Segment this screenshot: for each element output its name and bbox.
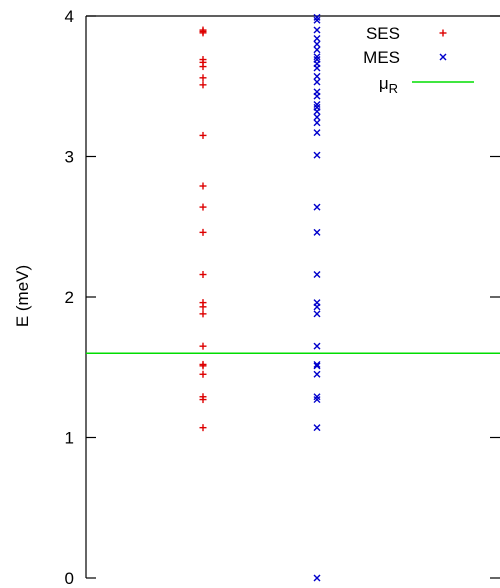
point-stroke <box>313 370 321 378</box>
point-stroke <box>313 72 321 80</box>
legend-marker-ses <box>439 29 447 37</box>
point-stroke <box>313 342 321 350</box>
ses-point <box>199 26 207 34</box>
mes-point <box>313 203 321 211</box>
mes-point <box>313 103 321 111</box>
mes-point <box>313 113 321 121</box>
point-stroke <box>313 88 321 96</box>
legend-marker-mes <box>439 53 447 61</box>
point-stroke <box>313 299 321 307</box>
ses-point <box>199 370 207 378</box>
y-tick-label: 2 <box>65 288 74 307</box>
ses-point <box>199 203 207 211</box>
point-stroke <box>313 393 321 401</box>
ses-point <box>199 424 207 432</box>
point-stroke <box>313 101 321 109</box>
mes-point <box>313 129 321 137</box>
point-stroke <box>313 113 321 121</box>
point-stroke <box>313 53 321 61</box>
ses-point <box>199 299 207 307</box>
legend-label-mu-r-main: μ <box>379 74 389 93</box>
point-stroke <box>313 424 321 432</box>
mes-point <box>313 72 321 80</box>
mes-point <box>313 299 321 307</box>
mes-point <box>313 78 321 86</box>
point-stroke <box>313 203 321 211</box>
point-stroke <box>313 46 321 54</box>
ses-point <box>199 182 207 190</box>
mes-point <box>313 101 321 109</box>
y-axis-ticks <box>86 15 500 579</box>
legend-label-ses: SES <box>366 24 400 43</box>
ses-series <box>199 26 207 432</box>
point-stroke <box>313 13 321 21</box>
mes-point <box>313 26 321 34</box>
legend: SES MES μR <box>363 24 474 96</box>
mes-point <box>313 88 321 96</box>
point-stroke <box>313 396 321 404</box>
point-stroke <box>313 129 321 137</box>
ses-point <box>199 131 207 139</box>
mes-point <box>313 362 321 370</box>
mes-point <box>313 56 321 64</box>
mes-point <box>313 310 321 318</box>
point-stroke <box>313 56 321 64</box>
y-axis-title: E (meV) <box>13 265 32 327</box>
point-stroke <box>313 34 321 42</box>
mes-series <box>313 13 321 582</box>
legend-marker-ses-glyph <box>439 29 447 37</box>
ses-point <box>199 228 207 236</box>
point-stroke <box>313 360 321 368</box>
legend-label-mu-r-sub: R <box>389 81 398 96</box>
point-stroke <box>313 16 321 24</box>
point-stroke <box>313 310 321 318</box>
legend-marker-mes-glyph <box>439 53 447 61</box>
y-tick-label: 3 <box>65 148 74 167</box>
ses-point <box>199 342 207 350</box>
mes-point <box>313 16 321 24</box>
mes-point <box>313 370 321 378</box>
point-stroke <box>313 574 321 582</box>
point-stroke <box>313 151 321 159</box>
ses-point <box>199 74 207 82</box>
mes-point <box>313 151 321 159</box>
ses-point <box>199 360 207 368</box>
y-axis-tick-labels: 0 1 2 3 4 <box>65 7 74 588</box>
mes-point <box>313 46 321 54</box>
point-stroke <box>313 103 321 111</box>
ses-point <box>199 310 207 318</box>
point-stroke <box>439 53 447 61</box>
legend-label-mes: MES <box>363 48 400 67</box>
point-stroke <box>313 78 321 86</box>
mes-point <box>313 271 321 279</box>
mes-point <box>313 424 321 432</box>
mes-point <box>313 396 321 404</box>
mes-point <box>313 119 321 127</box>
mes-point <box>313 574 321 582</box>
point-stroke <box>313 40 321 48</box>
legend-label-mu-r: μR <box>379 74 398 96</box>
point-stroke <box>313 119 321 127</box>
mes-point <box>313 34 321 42</box>
mes-point <box>313 360 321 368</box>
mes-point <box>313 40 321 48</box>
y-tick-label: 1 <box>65 429 74 448</box>
point-stroke <box>313 271 321 279</box>
y-tick-label: 0 <box>65 569 74 588</box>
ses-point <box>199 81 207 89</box>
point-stroke <box>313 228 321 236</box>
mes-point <box>313 228 321 236</box>
mes-point <box>313 13 321 21</box>
point-stroke <box>313 26 321 34</box>
mes-point <box>313 53 321 61</box>
ses-point <box>199 56 207 64</box>
mes-point <box>313 393 321 401</box>
mes-point <box>313 342 321 350</box>
y-tick-label: 4 <box>65 7 74 26</box>
point-stroke <box>313 362 321 370</box>
ses-point <box>199 271 207 279</box>
ses-point <box>199 393 207 401</box>
